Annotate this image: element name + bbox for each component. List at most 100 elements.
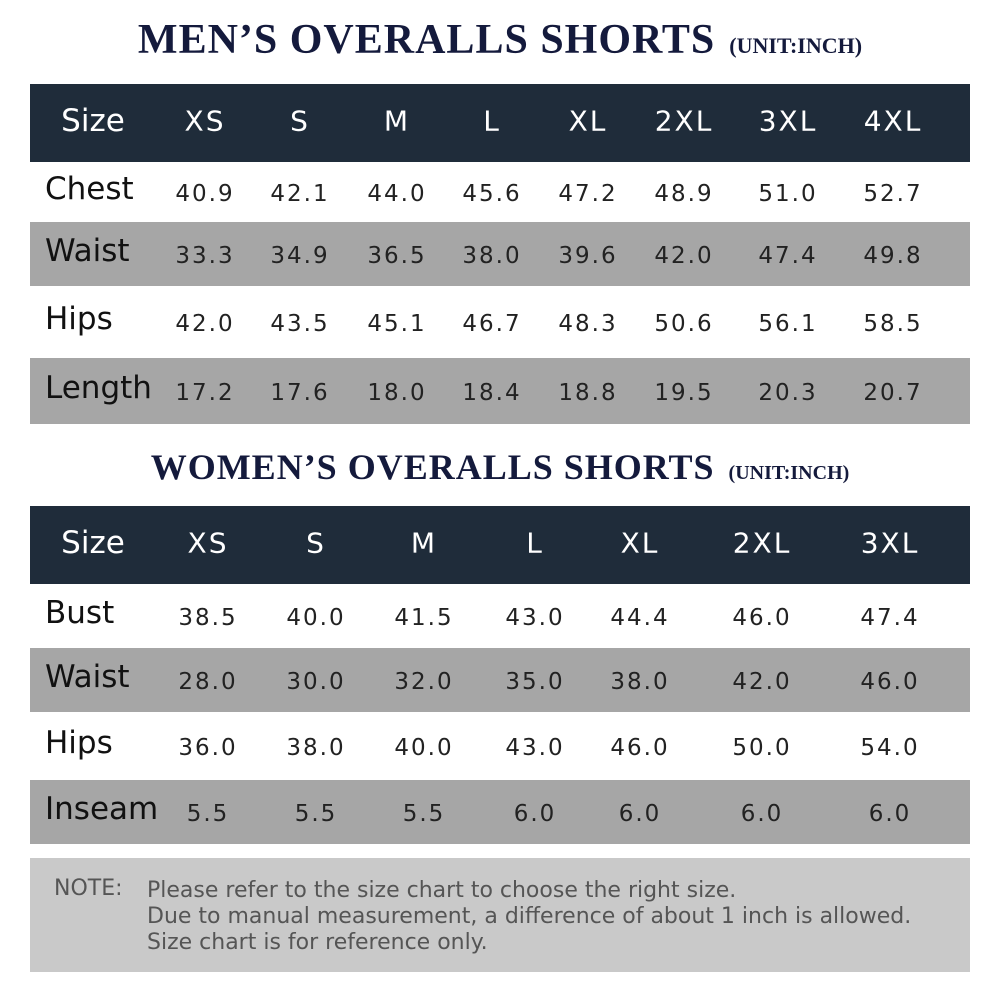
value-cell: 18.4 bbox=[462, 380, 522, 406]
row-band bbox=[30, 584, 970, 648]
value-cell: 6.0 bbox=[868, 801, 912, 827]
note-line: Due to manual measurement, a difference … bbox=[147, 904, 912, 929]
value-cell: 5.5 bbox=[402, 801, 446, 827]
value-cell: 33.3 bbox=[175, 243, 235, 269]
value-cell: 52.7 bbox=[863, 181, 923, 207]
header-cell: Size bbox=[61, 103, 125, 139]
men-unit: (UNIT:INCH) bbox=[729, 33, 863, 58]
row-band bbox=[30, 162, 970, 222]
value-cell: 30.0 bbox=[286, 669, 346, 695]
row-band bbox=[30, 222, 970, 286]
value-cell: 46.7 bbox=[462, 311, 522, 337]
header-band bbox=[30, 84, 970, 162]
value-cell: 36.0 bbox=[178, 735, 238, 761]
row-band bbox=[30, 648, 970, 712]
header-cell: 3XL bbox=[860, 526, 920, 560]
row-label: Waist bbox=[45, 233, 130, 269]
header-cell: XS bbox=[184, 104, 226, 138]
header-cell: M bbox=[383, 104, 411, 138]
value-cell: 45.1 bbox=[367, 311, 427, 337]
value-cell: 40.0 bbox=[394, 735, 454, 761]
row-label: Bust bbox=[45, 595, 115, 631]
value-cell: 43.0 bbox=[505, 735, 565, 761]
value-cell: 43.5 bbox=[270, 311, 330, 337]
row-band bbox=[30, 712, 970, 780]
row-label: Hips bbox=[45, 301, 113, 337]
value-cell: 47.4 bbox=[860, 605, 920, 631]
note-line: Please refer to the size chart to choose… bbox=[147, 878, 737, 903]
row-label: Inseam bbox=[45, 791, 159, 827]
value-cell: 46.0 bbox=[860, 669, 920, 695]
value-cell: 46.0 bbox=[610, 735, 670, 761]
value-cell: 48.3 bbox=[558, 311, 618, 337]
row-label: Chest bbox=[45, 171, 134, 207]
header-cell: 3XL bbox=[758, 104, 818, 138]
value-cell: 44.0 bbox=[367, 181, 427, 207]
value-cell: 40.0 bbox=[286, 605, 346, 631]
value-cell: 38.0 bbox=[610, 669, 670, 695]
header-cell: S bbox=[290, 104, 310, 138]
value-cell: 42.0 bbox=[654, 243, 714, 269]
value-cell: 47.4 bbox=[758, 243, 818, 269]
value-cell: 36.5 bbox=[367, 243, 427, 269]
value-cell: 43.0 bbox=[505, 605, 565, 631]
header-cell: L bbox=[483, 104, 501, 138]
value-cell: 17.2 bbox=[175, 380, 235, 406]
value-cell: 48.9 bbox=[654, 181, 714, 207]
value-cell: 54.0 bbox=[860, 735, 920, 761]
header-cell: XL bbox=[568, 104, 608, 138]
row-label: Waist bbox=[45, 659, 130, 695]
value-cell: 5.5 bbox=[294, 801, 338, 827]
header-cell: XS bbox=[187, 526, 229, 560]
value-cell: 42.0 bbox=[732, 669, 792, 695]
men-title-row: MEN’S OVERALLS SHORTS (UNIT:INCH) bbox=[0, 16, 1000, 64]
men-title: MEN’S OVERALLS SHORTS bbox=[137, 17, 716, 63]
row-band bbox=[30, 780, 970, 844]
header-band bbox=[30, 506, 970, 584]
row-band bbox=[30, 358, 970, 424]
value-cell: 39.6 bbox=[558, 243, 618, 269]
header-cell: M bbox=[410, 526, 438, 560]
value-cell: 51.0 bbox=[758, 181, 818, 207]
value-cell: 19.5 bbox=[654, 380, 714, 406]
note-label: NOTE: bbox=[54, 876, 123, 901]
value-cell: 20.3 bbox=[758, 380, 818, 406]
value-cell: 40.9 bbox=[175, 181, 235, 207]
value-cell: 6.0 bbox=[513, 801, 557, 827]
value-cell: 41.5 bbox=[394, 605, 454, 631]
row-label: Hips bbox=[45, 725, 113, 761]
value-cell: 47.2 bbox=[558, 181, 618, 207]
header-cell: S bbox=[306, 526, 326, 560]
header-cell: Size bbox=[61, 525, 125, 561]
header-cell: L bbox=[526, 526, 544, 560]
header-cell: 4XL bbox=[863, 104, 923, 138]
note-line: Size chart is for reference only. bbox=[147, 930, 488, 955]
value-cell: 5.5 bbox=[186, 801, 230, 827]
value-cell: 38.0 bbox=[462, 243, 522, 269]
header-cell: 2XL bbox=[732, 526, 792, 560]
value-cell: 42.0 bbox=[175, 311, 235, 337]
value-cell: 56.1 bbox=[758, 311, 818, 337]
value-cell: 42.1 bbox=[270, 181, 330, 207]
note-box: NOTE: Please refer to the size chart to … bbox=[30, 858, 970, 972]
women-title-row: WOMEN’S OVERALLS SHORTS (UNIT:INCH) bbox=[0, 446, 1000, 488]
value-cell: 35.0 bbox=[505, 669, 565, 695]
row-label: Length bbox=[45, 370, 152, 406]
value-cell: 38.0 bbox=[286, 735, 346, 761]
value-cell: 49.8 bbox=[863, 243, 923, 269]
women-title: WOMEN’S OVERALLS SHORTS bbox=[150, 447, 715, 487]
value-cell: 50.0 bbox=[732, 735, 792, 761]
value-cell: 32.0 bbox=[394, 669, 454, 695]
value-cell: 18.8 bbox=[558, 380, 618, 406]
value-cell: 44.4 bbox=[610, 605, 670, 631]
value-cell: 17.6 bbox=[270, 380, 330, 406]
value-cell: 46.0 bbox=[732, 605, 792, 631]
value-cell: 50.6 bbox=[654, 311, 714, 337]
value-cell: 6.0 bbox=[740, 801, 784, 827]
value-cell: 20.7 bbox=[863, 380, 923, 406]
header-cell: 2XL bbox=[654, 104, 714, 138]
value-cell: 45.6 bbox=[462, 181, 522, 207]
value-cell: 58.5 bbox=[863, 311, 923, 337]
row-band bbox=[30, 286, 970, 358]
